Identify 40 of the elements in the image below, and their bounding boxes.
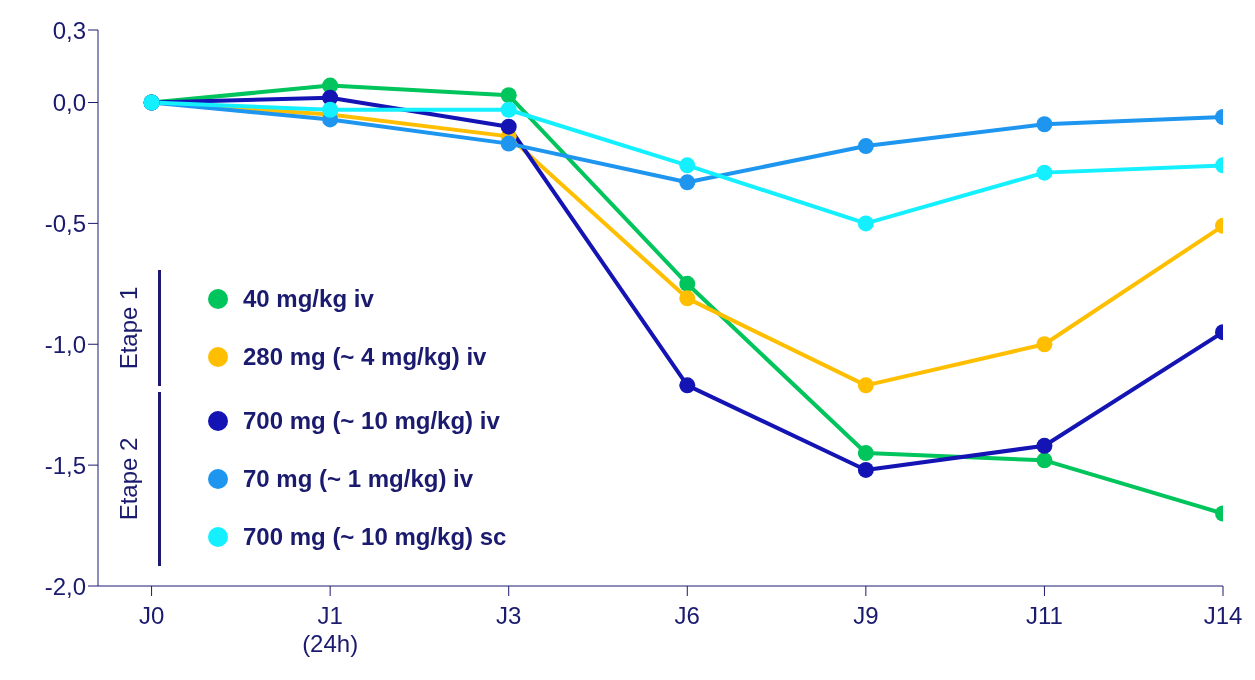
x-tick-label: J6 bbox=[674, 602, 700, 629]
point bbox=[322, 101, 339, 118]
point bbox=[1036, 116, 1053, 133]
x-tick-label: J1 (24h) bbox=[302, 602, 359, 657]
point bbox=[679, 275, 696, 292]
x-tick-label: J0 bbox=[138, 602, 165, 629]
x-tick-label: J11 bbox=[1025, 602, 1063, 629]
point bbox=[679, 174, 696, 191]
point bbox=[500, 118, 517, 135]
point bbox=[1036, 164, 1053, 181]
point bbox=[1036, 437, 1053, 454]
point bbox=[500, 101, 517, 118]
y-tick-label: 0,3 bbox=[52, 16, 86, 44]
point bbox=[679, 157, 696, 174]
point bbox=[1036, 452, 1053, 469]
x-tick-label: J3 bbox=[496, 602, 522, 629]
point bbox=[857, 215, 874, 232]
legend-label: 70 mg (~ 1 mg/kg) iv bbox=[243, 465, 474, 493]
y-tick-label: 0,0 bbox=[52, 89, 86, 117]
point bbox=[857, 138, 874, 155]
y-tick-label: -2,0 bbox=[44, 572, 86, 600]
point bbox=[679, 377, 696, 394]
y-tick-label: -1,5 bbox=[44, 451, 86, 479]
y-tick-label: -1,0 bbox=[44, 330, 86, 358]
legend-label: 280 mg (~ 4 mg/kg) iv bbox=[243, 343, 487, 371]
x-tick-label: J14 bbox=[1203, 602, 1243, 629]
y-tick-label: -0,5 bbox=[44, 209, 86, 237]
point bbox=[1036, 336, 1053, 353]
annotation: Etape 2 bbox=[115, 437, 143, 521]
legend-label: 700 mg (~ 10 mg/kg) iv bbox=[243, 407, 500, 435]
point bbox=[857, 445, 874, 462]
point bbox=[679, 290, 696, 307]
legend-label: 40 mg/kg iv bbox=[243, 285, 374, 313]
legend-label: 700 mg (~ 10 mg/kg) sc bbox=[243, 523, 507, 551]
annotation: Etape 1 bbox=[115, 286, 143, 370]
point bbox=[857, 461, 874, 478]
point bbox=[500, 135, 517, 152]
point bbox=[500, 87, 517, 104]
x-tick-label: J9 bbox=[853, 602, 879, 629]
point bbox=[857, 377, 874, 394]
